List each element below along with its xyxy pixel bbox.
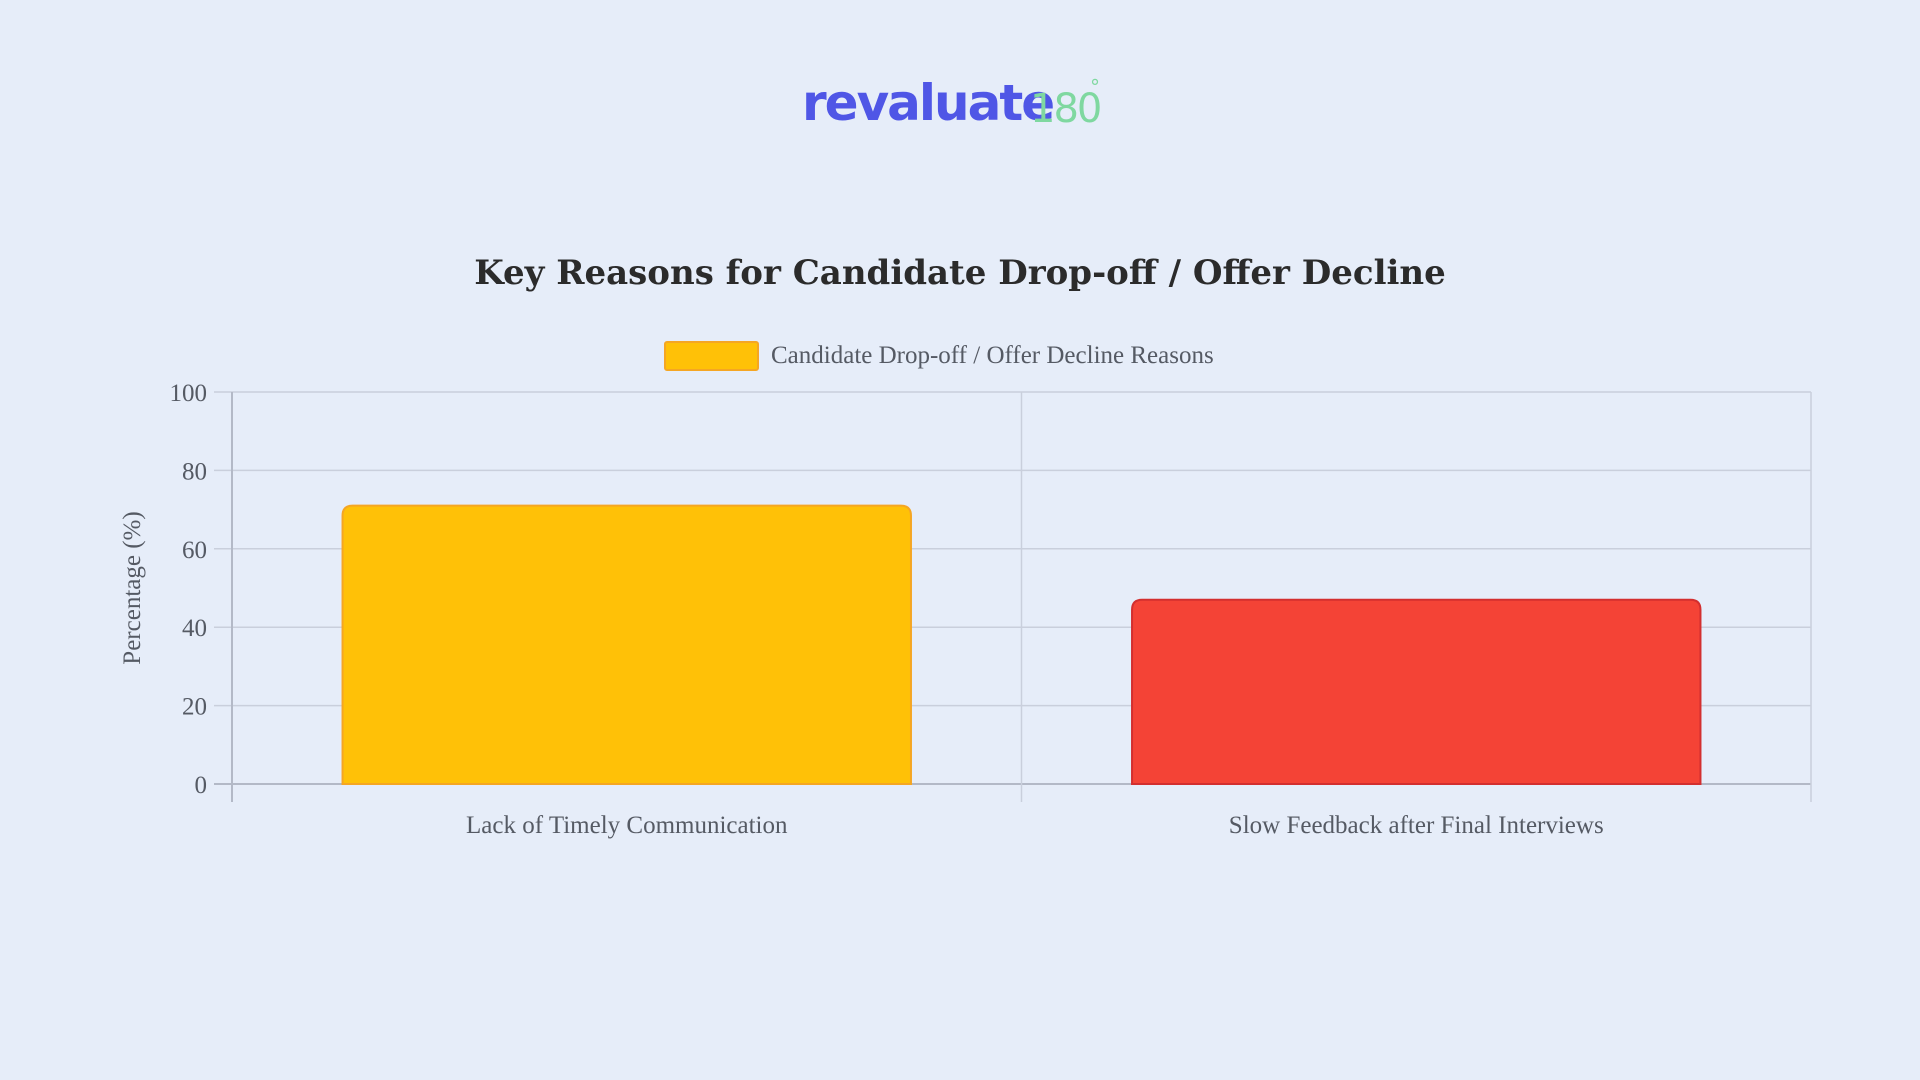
x-tick-label: Slow Feedback after Final Interviews <box>1229 812 1604 839</box>
y-tick-label: 80 <box>182 458 207 485</box>
y-tick-labels: 0 20 40 60 80 100 <box>170 380 208 799</box>
legend-label: Candidate Drop-off / Offer Decline Reaso… <box>771 342 1214 369</box>
bars-group <box>341 504 1702 785</box>
y-tick-label: 100 <box>170 380 208 407</box>
y-tick-label: 0 <box>195 772 208 799</box>
brand-logo: revaluate 180 ° <box>802 74 1102 132</box>
logo-sub-text: 180 <box>1030 86 1100 132</box>
legend-swatch <box>664 341 759 371</box>
y-tick-label: 60 <box>182 537 207 564</box>
y-axis-title: Percentage (%) <box>119 511 146 664</box>
bar[interactable] <box>341 504 912 785</box>
logo-degree: ° <box>1090 75 1100 99</box>
logo-main-text: revaluate <box>802 74 1053 132</box>
chart-title: Key Reasons for Candidate Drop-off / Off… <box>474 253 1446 293</box>
x-tick-label: Lack of Timely Communication <box>466 812 788 839</box>
bar[interactable] <box>1131 598 1702 785</box>
x-tick-labels: Lack of Timely Communication Slow Feedbac… <box>466 812 1604 839</box>
y-tick-label: 40 <box>182 615 207 642</box>
y-tick-label: 20 <box>182 694 207 721</box>
chart-legend: Candidate Drop-off / Offer Decline Reaso… <box>664 341 1214 371</box>
